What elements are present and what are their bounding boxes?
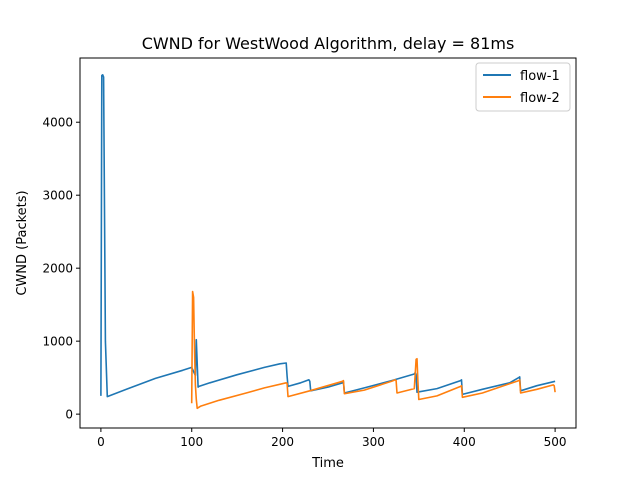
series-line-flow-2	[190, 290, 556, 410]
x-axis: 0 100 200 300 400 500	[97, 428, 567, 449]
y-tick-label: 4000	[42, 116, 73, 130]
x-tick-label: 200	[271, 435, 294, 449]
y-tick-label: 3000	[42, 189, 73, 203]
y-axis: 0 1000 2000 3000 4000	[42, 116, 80, 422]
x-tick-label: 100	[180, 435, 203, 449]
y-tick-label: 1000	[42, 335, 73, 349]
series-line-flow-1	[100, 74, 556, 398]
x-tick-label: 300	[362, 435, 385, 449]
x-tick-label: 0	[97, 435, 105, 449]
x-axis-label: Time	[311, 456, 344, 471]
legend: flow-1 flow-2	[475, 62, 571, 112]
axes-frame	[79, 57, 577, 429]
plot-area	[100, 74, 556, 410]
x-tick-label: 500	[544, 435, 567, 449]
x-tick-label: 400	[453, 435, 476, 449]
y-axis-label: CWND (Packets)	[15, 190, 30, 295]
y-tick-label: 0	[65, 408, 73, 422]
legend-label-flow-1: flow-1	[520, 69, 560, 84]
chart-title: CWND for WestWood Algorithm, delay = 81m…	[142, 34, 515, 53]
y-tick-label: 2000	[42, 262, 73, 276]
legend-label-flow-2: flow-2	[520, 91, 560, 106]
